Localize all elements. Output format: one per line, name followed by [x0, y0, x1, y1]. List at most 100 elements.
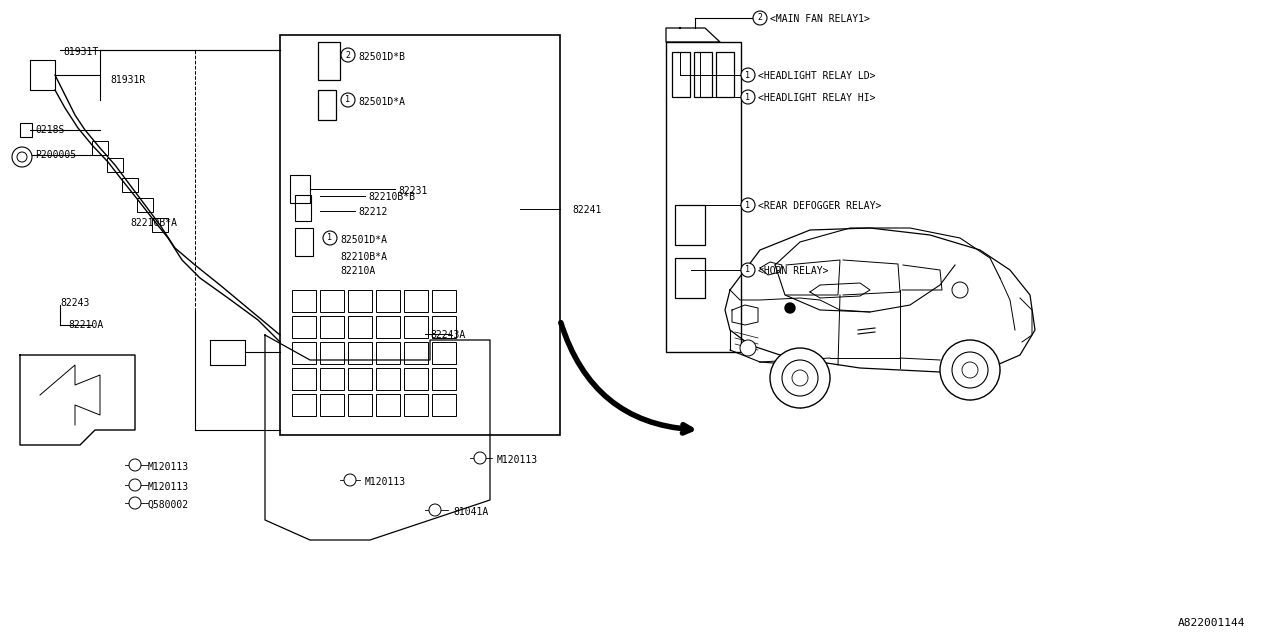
Bar	[376, 290, 399, 312]
Text: M120113: M120113	[148, 462, 189, 472]
Text: 82210B*B: 82210B*B	[369, 192, 415, 202]
Text: 82210A: 82210A	[68, 320, 104, 330]
Circle shape	[17, 152, 27, 162]
Bar	[108, 158, 123, 172]
Circle shape	[344, 474, 356, 486]
Text: 2: 2	[346, 51, 351, 60]
Bar	[694, 52, 712, 97]
Text: M120113: M120113	[497, 455, 538, 465]
Text: P200005: P200005	[35, 150, 76, 160]
Text: 82210B*A: 82210B*A	[131, 218, 177, 228]
Bar	[433, 368, 456, 390]
Text: 82501D*A: 82501D*A	[340, 235, 387, 245]
Bar	[404, 290, 428, 312]
Circle shape	[785, 303, 795, 313]
Text: <HEADLIGHT RELAY HI>: <HEADLIGHT RELAY HI>	[758, 93, 876, 103]
Bar	[348, 394, 372, 416]
Text: 82241: 82241	[572, 205, 602, 215]
Circle shape	[340, 93, 355, 107]
Bar	[320, 342, 344, 364]
Bar	[292, 394, 316, 416]
Bar	[348, 342, 372, 364]
Bar	[292, 290, 316, 312]
Text: 82243A: 82243A	[430, 330, 465, 340]
Circle shape	[129, 459, 141, 471]
Circle shape	[741, 90, 755, 104]
Bar	[291, 175, 310, 203]
Bar	[317, 90, 335, 120]
Bar	[292, 368, 316, 390]
Circle shape	[741, 198, 755, 212]
Bar	[675, 258, 705, 298]
FancyArrowPatch shape	[561, 323, 691, 433]
Text: M120113: M120113	[365, 477, 406, 487]
Circle shape	[952, 282, 968, 298]
Text: 82501D*A: 82501D*A	[358, 97, 404, 107]
Circle shape	[741, 263, 755, 277]
Bar	[433, 290, 456, 312]
Bar	[292, 316, 316, 338]
Circle shape	[12, 147, 32, 167]
Bar	[404, 316, 428, 338]
Bar	[376, 342, 399, 364]
Text: Q580002: Q580002	[148, 500, 189, 510]
Bar	[20, 123, 32, 137]
Bar	[137, 198, 154, 212]
Bar	[320, 394, 344, 416]
Text: M120113: M120113	[148, 482, 189, 492]
Circle shape	[771, 348, 829, 408]
Bar	[716, 52, 733, 97]
Bar	[292, 342, 316, 364]
Text: 82501D*B: 82501D*B	[358, 52, 404, 62]
Circle shape	[940, 340, 1000, 400]
Bar	[666, 42, 741, 352]
Bar	[317, 42, 340, 80]
Text: 1: 1	[745, 93, 750, 102]
Bar	[294, 195, 311, 221]
Text: 82231: 82231	[398, 186, 428, 196]
Text: 1: 1	[745, 200, 750, 209]
Text: 82243: 82243	[60, 298, 90, 308]
Text: 81041A: 81041A	[453, 507, 488, 517]
Circle shape	[740, 340, 756, 356]
Circle shape	[474, 452, 486, 464]
Bar	[404, 394, 428, 416]
Bar	[376, 316, 399, 338]
Circle shape	[129, 497, 141, 509]
Bar	[675, 205, 705, 245]
Bar	[348, 368, 372, 390]
Text: <HORN RELAY>: <HORN RELAY>	[758, 266, 828, 276]
Circle shape	[340, 48, 355, 62]
Bar	[92, 141, 108, 155]
Bar	[348, 316, 372, 338]
Circle shape	[753, 11, 767, 25]
Text: 81931T: 81931T	[63, 47, 99, 57]
Text: 81931R: 81931R	[110, 75, 145, 85]
Bar	[376, 394, 399, 416]
Circle shape	[429, 504, 442, 516]
Text: <MAIN FAN RELAY1>: <MAIN FAN RELAY1>	[771, 14, 870, 24]
Circle shape	[323, 231, 337, 245]
Bar	[433, 316, 456, 338]
Bar	[122, 178, 138, 192]
Bar	[348, 290, 372, 312]
Bar	[672, 52, 690, 97]
Text: 82210A: 82210A	[340, 266, 375, 276]
Text: 0218S: 0218S	[35, 125, 64, 135]
Circle shape	[792, 370, 808, 386]
Bar	[294, 228, 314, 256]
Bar	[404, 342, 428, 364]
Bar	[404, 368, 428, 390]
Text: <HEADLIGHT RELAY LD>: <HEADLIGHT RELAY LD>	[758, 71, 876, 81]
Circle shape	[963, 362, 978, 378]
Text: 1: 1	[745, 70, 750, 79]
Bar	[320, 290, 344, 312]
Text: 1: 1	[745, 266, 750, 275]
Circle shape	[952, 352, 988, 388]
Text: <REAR DEFOGGER RELAY>: <REAR DEFOGGER RELAY>	[758, 201, 882, 211]
Bar	[433, 394, 456, 416]
Bar	[280, 35, 561, 435]
Bar	[152, 218, 168, 232]
Bar	[376, 368, 399, 390]
Circle shape	[782, 360, 818, 396]
